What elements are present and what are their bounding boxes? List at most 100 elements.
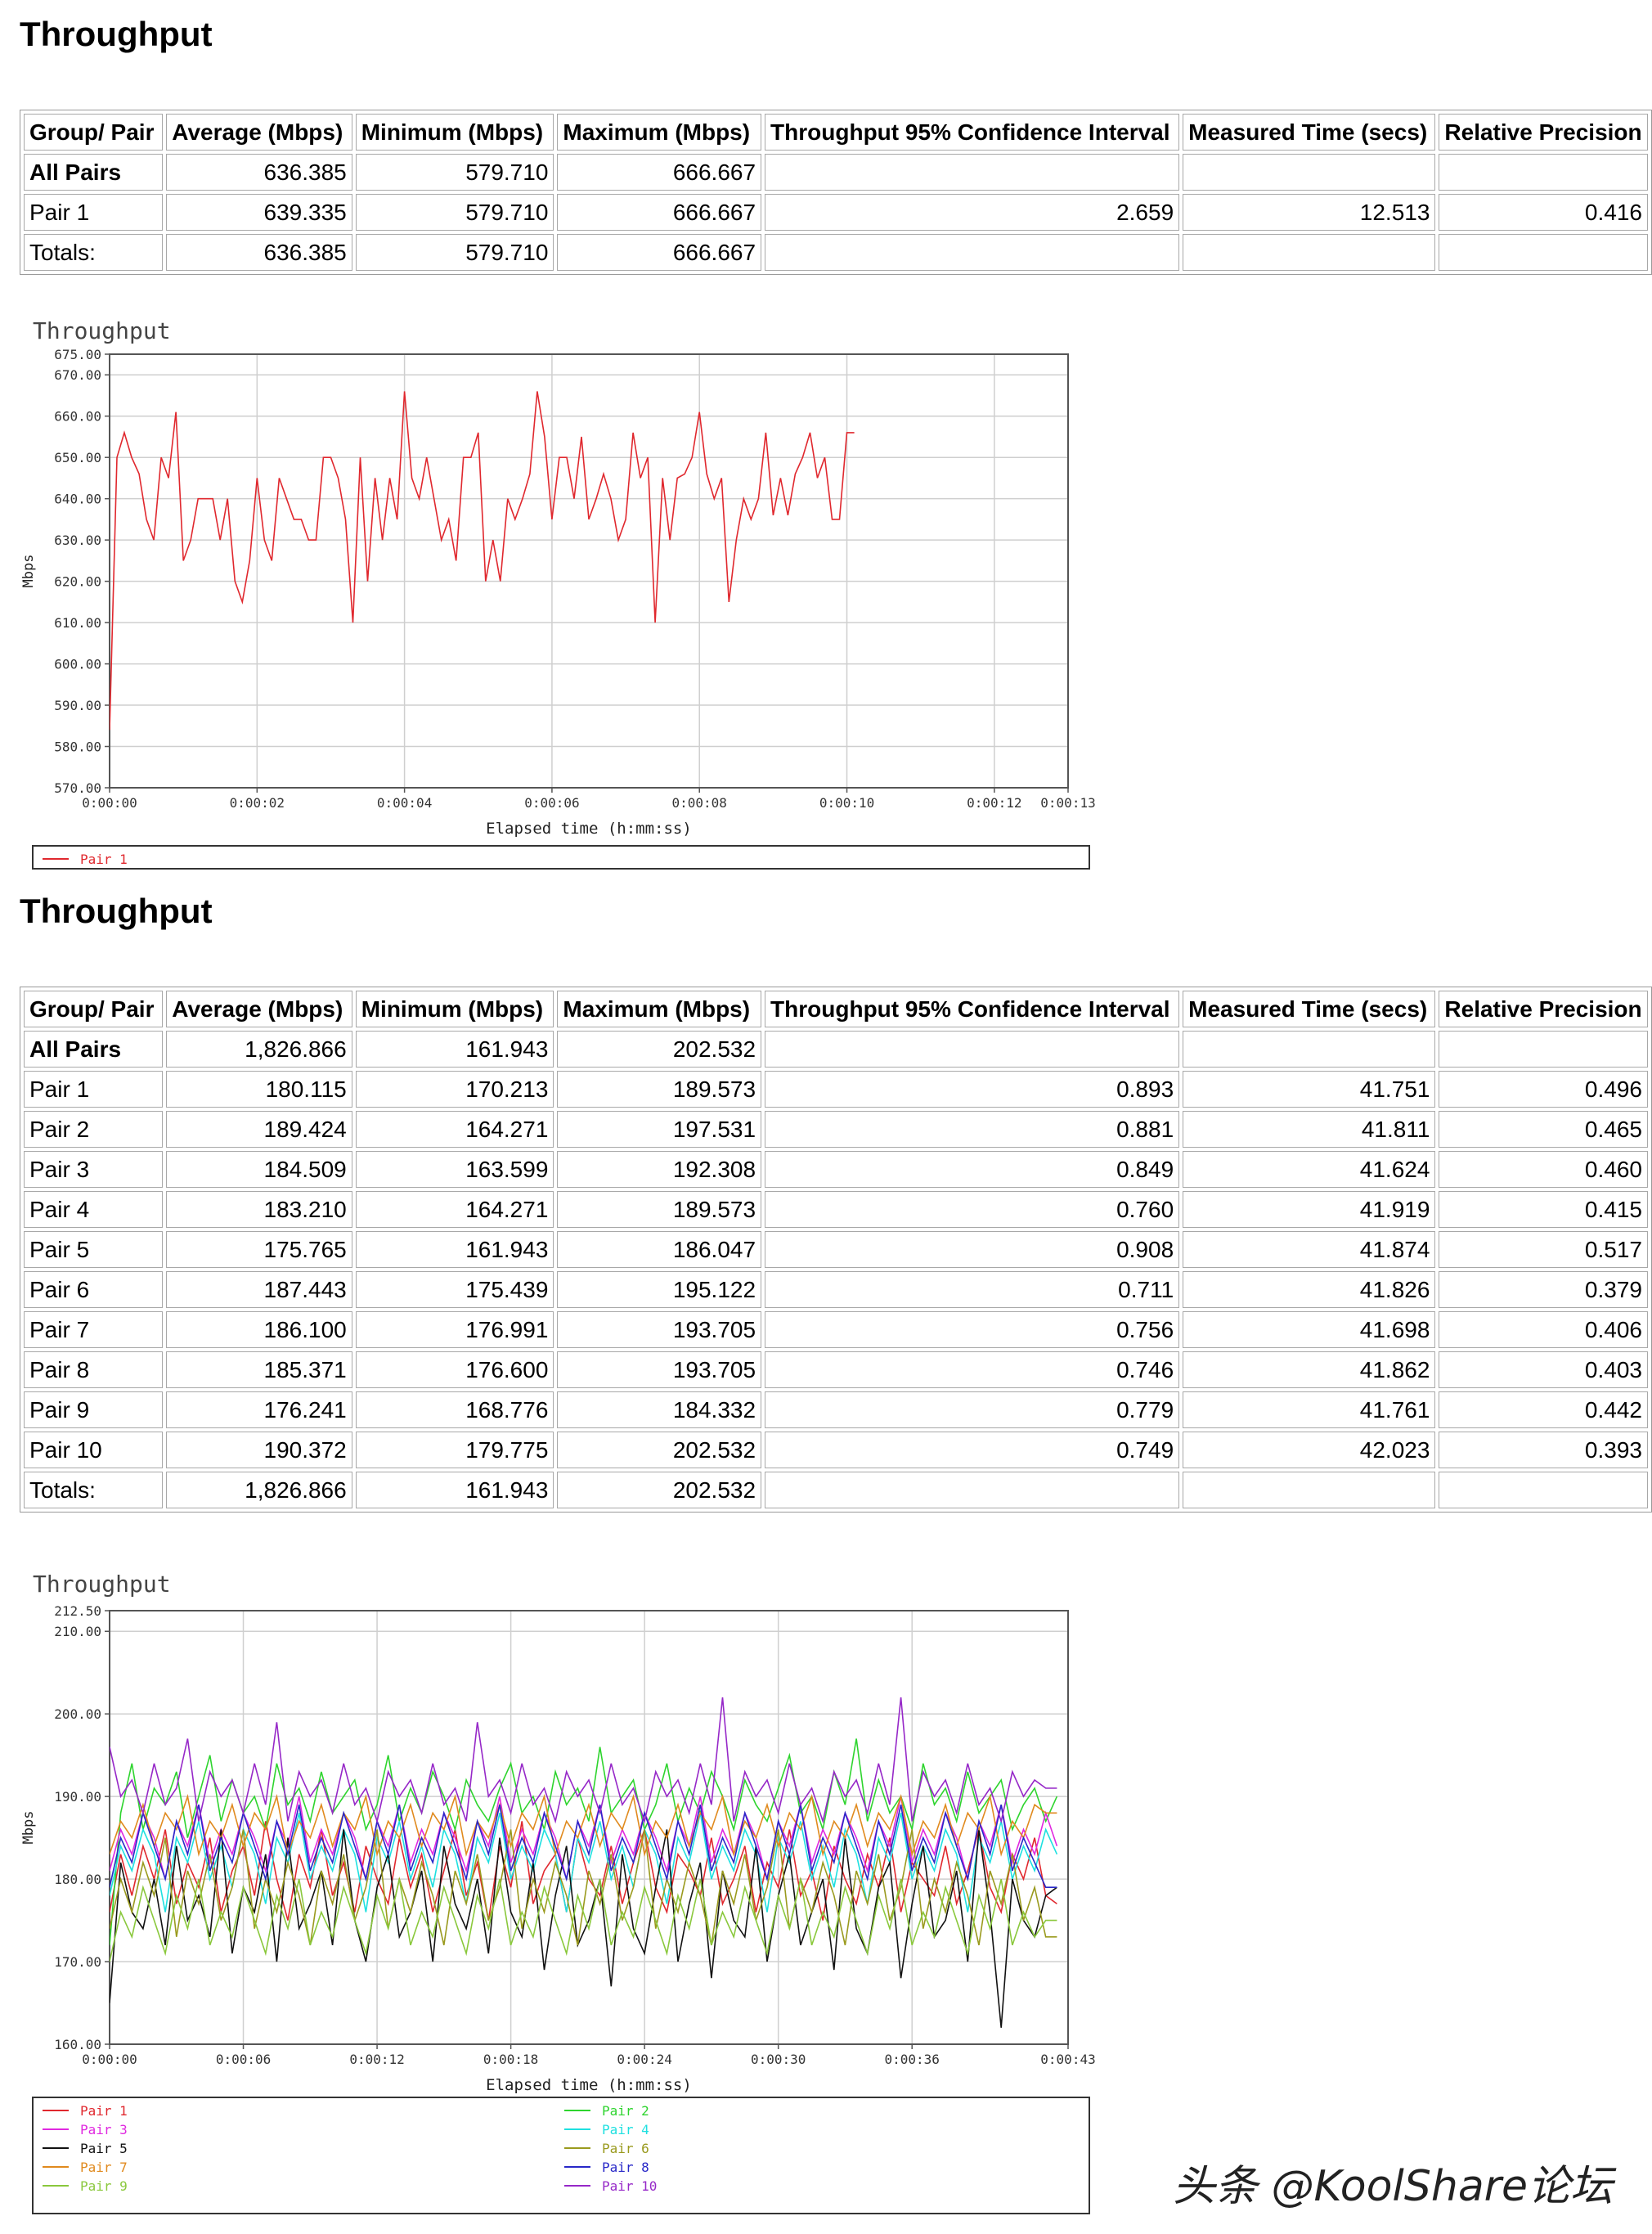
table-cell: 184.332: [557, 1391, 762, 1428]
x-tick-label: 0:00:08: [672, 795, 727, 811]
table-cell: [765, 1472, 1180, 1508]
throughput-table-2: Group/ Pair Average (Mbps) Minimum (Mbps) M…: [20, 987, 1652, 1513]
column-header: Average (Mbps): [166, 991, 352, 1027]
column-header: Group/ Pair: [24, 991, 164, 1027]
table-cell: 0.403: [1439, 1351, 1648, 1388]
table-row: Pair 2 189.424 164.271 197.531 0.881 41.811 0.…: [24, 1111, 1648, 1148]
legend-label-pair-10: Pair 10: [602, 2178, 657, 2194]
row-label: Pair 5: [24, 1231, 164, 1268]
column-header: Average (Mbps): [166, 114, 352, 151]
x-tick-label: 0:00:30: [751, 2052, 806, 2067]
table-cell: 202.532: [557, 1432, 762, 1468]
table-cell: 179.775: [355, 1432, 554, 1468]
y-tick-label: 650.00: [54, 450, 101, 465]
legend-label-pair-9: Pair 9: [80, 2178, 128, 2194]
column-header: Throughput 95% Confidence Interval: [765, 114, 1180, 151]
y-tick-label: 160.00: [54, 2037, 101, 2052]
table-cell: 41.874: [1183, 1231, 1436, 1268]
y-tick-label: 180.00: [54, 1872, 101, 1887]
column-header: Maximum (Mbps): [557, 991, 762, 1027]
row-label: Pair 1: [24, 1071, 164, 1108]
table-cell: 639.335: [166, 194, 352, 231]
y-tick-label: 640.00: [54, 492, 101, 507]
column-header: Relative Precision: [1439, 114, 1648, 151]
table-row: Totals: 1,826.866 161.943 202.532: [24, 1472, 1648, 1508]
table-cell: [765, 234, 1180, 271]
table-cell: 0.379: [1439, 1271, 1648, 1308]
table-cell: 0.849: [765, 1151, 1180, 1188]
table-row: Pair 8 185.371 176.600 193.705 0.746 41.862 0.…: [24, 1351, 1648, 1388]
y-tick-label: 590.00: [54, 698, 101, 713]
y-tick-label: 570.00: [54, 780, 101, 796]
column-header: Relative Precision: [1439, 991, 1648, 1027]
x-tick-label: 0:00:36: [884, 2052, 939, 2067]
watermark: 头条 @KoolShare论坛: [1173, 2162, 1614, 2211]
x-tick-label: 0:00:12: [967, 795, 1021, 811]
table-cell: 187.443: [166, 1271, 352, 1308]
table-row: Pair 5 175.765 161.943 186.047 0.908 41.874 0.…: [24, 1231, 1648, 1268]
table-row: Pair 3 184.509 163.599 192.308 0.849 41.624 0.…: [24, 1151, 1648, 1188]
table-cell: 0.711: [765, 1271, 1180, 1308]
y-tick-label: 190.00: [54, 1789, 101, 1805]
table-cell: 666.667: [557, 154, 762, 191]
legend-label-pair-1: Pair 1: [80, 2103, 128, 2119]
x-tick-label: 0:00:00: [82, 795, 137, 811]
y-tick-label: 610.00: [54, 615, 101, 631]
table-cell: [1439, 234, 1648, 271]
y-tick-label: 630.00: [54, 533, 101, 548]
column-header: Minimum (Mbps): [355, 991, 554, 1027]
column-header: Group/ Pair: [24, 114, 164, 151]
table-row: Pair 1 180.115 170.213 189.573 0.893 41.751 0.…: [24, 1071, 1648, 1108]
table-cell: 579.710: [355, 154, 554, 191]
table-cell: 189.573: [557, 1071, 762, 1108]
table-cell: 1,826.866: [166, 1031, 352, 1068]
table-cell: 186.100: [166, 1311, 352, 1348]
table-cell: 41.826: [1183, 1271, 1436, 1308]
x-tick-label: 0:00:02: [230, 795, 285, 811]
row-label: Pair 3: [24, 1151, 164, 1188]
x-tick-label: 0:00:04: [377, 795, 432, 811]
table-cell: 186.047: [557, 1231, 762, 1268]
table-cell: 12.513: [1183, 194, 1436, 231]
throughput-chart-2: Throughput 160.00 170.00 180.00 190.00 200.00…: [20, 1571, 1096, 2214]
row-label: All Pairs: [24, 1031, 164, 1068]
table-cell: 176.241: [166, 1391, 352, 1428]
table-row: Pair 10 190.372 179.775 202.532 0.749 42.023 0…: [24, 1432, 1648, 1468]
series-line-pair-1: [110, 391, 855, 730]
table-cell: [765, 154, 1180, 191]
column-header: Measured Time (secs): [1183, 991, 1436, 1027]
table-row: All Pairs 636.385 579.710 666.667: [24, 154, 1648, 191]
table-cell: 0.442: [1439, 1391, 1648, 1428]
x-tick-label: 0:00:06: [524, 795, 579, 811]
table-cell: 666.667: [557, 194, 762, 231]
y-tick-label: 675.00: [54, 347, 101, 362]
table-cell: [1183, 1031, 1436, 1068]
table-cell: 0.749: [765, 1432, 1180, 1468]
plot-area: [109, 353, 1069, 789]
table-cell: 41.919: [1183, 1191, 1436, 1228]
table-cell: 41.698: [1183, 1311, 1436, 1348]
table-row: Pair 6 187.443 175.439 195.122 0.711 41.826 0.…: [24, 1271, 1648, 1308]
table-cell: 161.943: [355, 1031, 554, 1068]
table-header-row: Group/ Pair Average (Mbps) Minimum (Mbps) M…: [24, 114, 1648, 151]
table-cell: 197.531: [557, 1111, 762, 1148]
table-cell: 0.393: [1439, 1432, 1648, 1468]
table-cell: 2.659: [765, 194, 1180, 231]
x-tick-label: 0:00:00: [82, 2052, 137, 2067]
y-tick-label: 660.00: [54, 409, 101, 425]
y-axis-label: Mbps: [20, 555, 37, 588]
table-cell: 0.496: [1439, 1071, 1648, 1108]
table-cell: 163.599: [355, 1151, 554, 1188]
table-cell: 41.751: [1183, 1071, 1436, 1108]
table-cell: [1183, 154, 1436, 191]
table-cell: 0.893: [765, 1071, 1180, 1108]
row-label: Pair 7: [24, 1311, 164, 1348]
legend-label-pair-5: Pair 5: [80, 2141, 128, 2156]
series-line-pair-7: [110, 1793, 1057, 1857]
table-cell: 0.746: [765, 1351, 1180, 1388]
legend-label-pair-1: Pair 1: [80, 852, 128, 867]
section-title-1: Throughput: [20, 15, 213, 53]
table-cell: [765, 1031, 1180, 1068]
table-cell: 168.776: [355, 1391, 554, 1428]
series-line-pair-6: [110, 1829, 1057, 1946]
